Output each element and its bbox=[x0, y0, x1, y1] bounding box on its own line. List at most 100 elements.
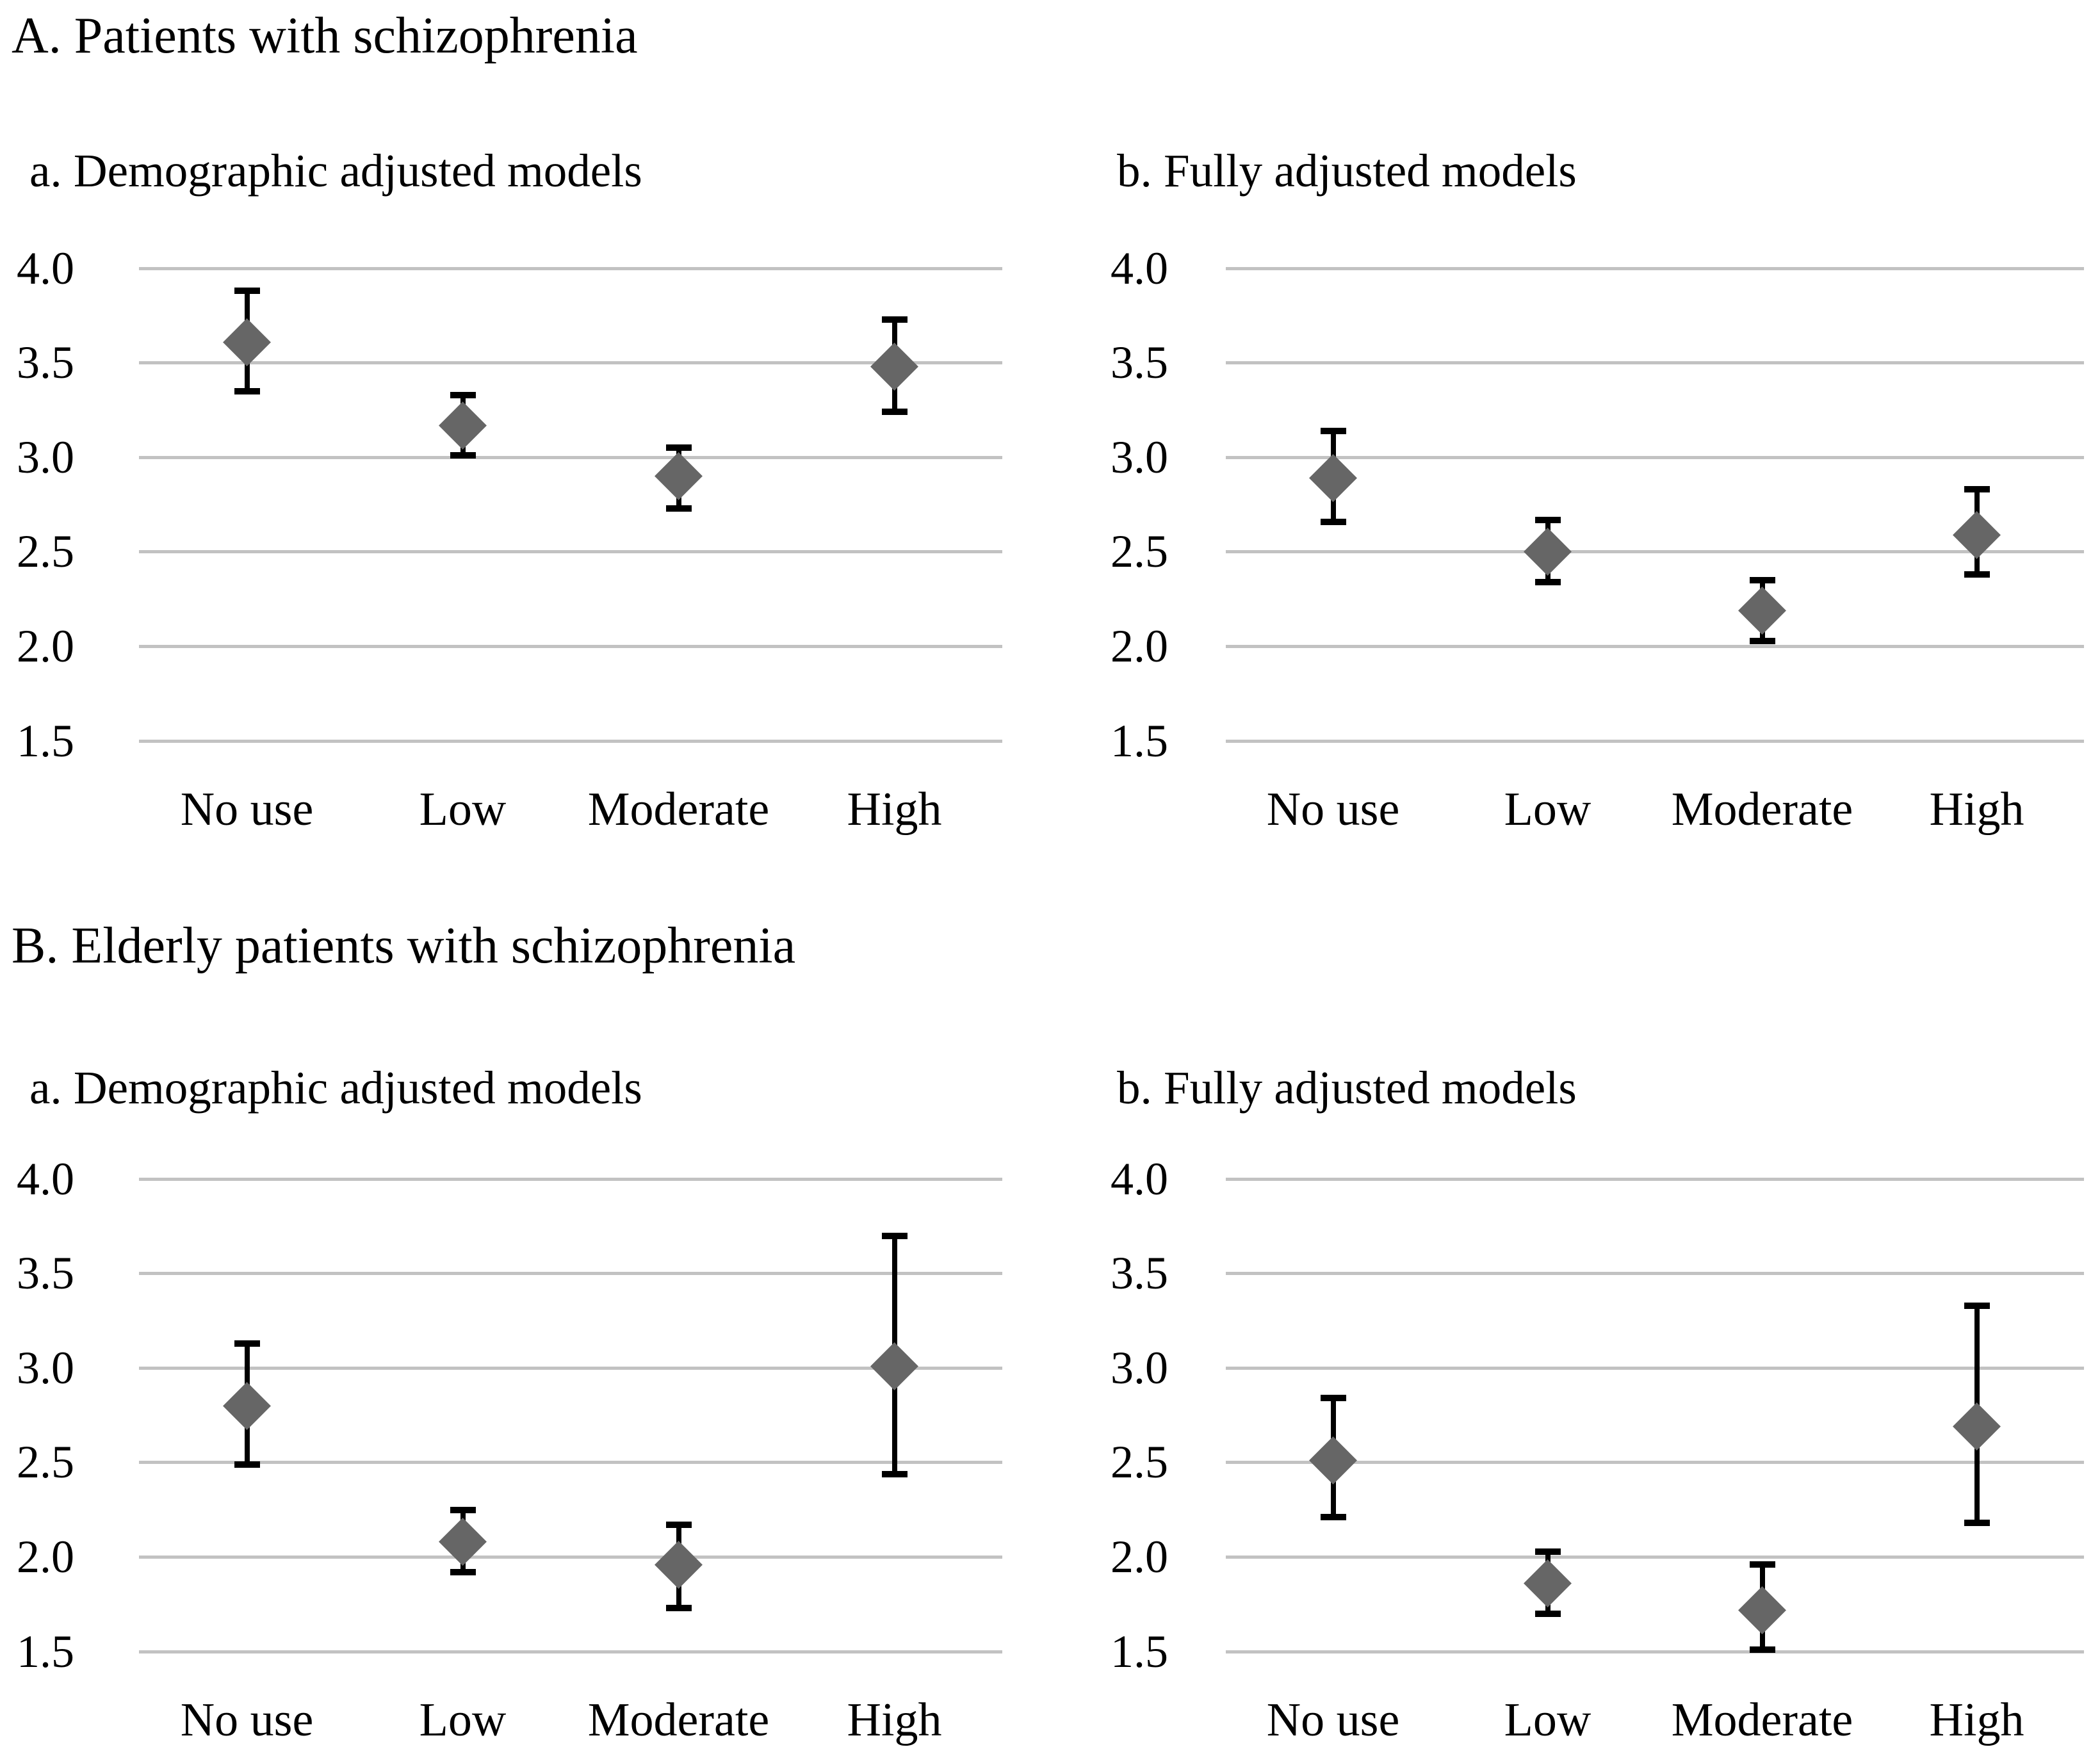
y-tick-label: 2.5 bbox=[17, 526, 74, 578]
y-tick-label: 2.5 bbox=[1111, 1436, 1168, 1488]
y-tick-label: 3.5 bbox=[1111, 1247, 1168, 1299]
panel-ab-title: b. Fully adjusted models bbox=[1117, 145, 1577, 197]
data-point-marker bbox=[1309, 454, 1357, 503]
error-bar-cap-bottom bbox=[450, 452, 476, 459]
y-tick-label: 3.5 bbox=[17, 337, 74, 389]
error-bar-cap-top bbox=[1749, 1561, 1775, 1568]
x-category-label: High bbox=[847, 1693, 942, 1746]
panel-ba-title: a. Demographic adjusted models bbox=[29, 1062, 642, 1114]
error-bar-cap-bottom bbox=[665, 505, 692, 512]
y-tick-label: 4.0 bbox=[1111, 1153, 1168, 1205]
gridline bbox=[1226, 455, 2084, 459]
error-bar-cap-bottom bbox=[1534, 1610, 1561, 1617]
y-tick-label: 2.0 bbox=[17, 1531, 74, 1582]
error-bar-cap-top bbox=[1749, 577, 1775, 584]
gridline bbox=[139, 644, 1002, 648]
gridline bbox=[1226, 550, 2084, 554]
section-a-title: A. Patients with schizophrenia bbox=[12, 8, 638, 64]
y-tick-label: 3.0 bbox=[1111, 1342, 1168, 1393]
data-point-marker bbox=[1309, 1436, 1357, 1485]
error-bar-cap-top bbox=[234, 1340, 260, 1347]
error-bar-cap-top bbox=[1320, 427, 1346, 434]
error-bar-cap-top bbox=[1964, 1302, 1990, 1309]
panel-aa-title: a. Demographic adjusted models bbox=[29, 145, 642, 197]
error-bar-cap-top bbox=[881, 1232, 908, 1239]
data-point-marker bbox=[1738, 586, 1786, 635]
error-bar-cap-top bbox=[450, 391, 476, 398]
y-tick-label: 1.5 bbox=[17, 715, 74, 767]
gridline bbox=[139, 1366, 1002, 1370]
error-bar-cap-top bbox=[1534, 1548, 1561, 1555]
y-tick-label: 1.5 bbox=[1111, 1625, 1168, 1677]
error-bar-cap-top bbox=[665, 1522, 692, 1529]
x-category-label: Low bbox=[1504, 783, 1591, 836]
y-tick-label: 1.5 bbox=[17, 1625, 74, 1677]
error-bar-cap-bottom bbox=[1534, 579, 1561, 586]
gridline bbox=[139, 455, 1002, 459]
gridline bbox=[139, 1650, 1002, 1653]
gridline bbox=[1226, 1555, 2084, 1559]
y-tick-label: 2.5 bbox=[17, 1436, 74, 1488]
gridline bbox=[139, 266, 1002, 270]
error-bar-cap-top bbox=[234, 288, 260, 295]
gridline bbox=[1226, 739, 2084, 743]
y-tick-label: 1.5 bbox=[1111, 715, 1168, 767]
y-tick-label: 3.0 bbox=[1111, 431, 1168, 483]
plot-area-aa: 4.0 3.5 3.0 2.5 2.0 1.5 No use Low Moderate High bbox=[17, 243, 1002, 836]
x-category-label: No use bbox=[1266, 1693, 1400, 1746]
x-category-label: No use bbox=[1266, 783, 1400, 836]
data-point-marker bbox=[655, 452, 703, 501]
y-tick-label: 4.0 bbox=[17, 242, 74, 294]
gridline bbox=[1226, 1272, 2084, 1276]
data-point-marker bbox=[870, 343, 918, 391]
x-category-label: Moderate bbox=[1671, 1693, 1853, 1746]
y-tick-label: 2.5 bbox=[1111, 526, 1168, 578]
gridline bbox=[1226, 1650, 2084, 1653]
plot-area-bb: 4.0 3.5 3.0 2.5 2.0 1.5 No use Low Moderate High bbox=[1111, 1153, 2084, 1746]
data-point-marker bbox=[223, 1381, 271, 1430]
x-category-label: Moderate bbox=[1671, 783, 1853, 836]
error-bar-cap-top bbox=[1534, 516, 1561, 523]
x-category-label: Moderate bbox=[587, 1693, 770, 1746]
x-category-label: High bbox=[847, 783, 942, 836]
error-bar-cap-top bbox=[665, 444, 692, 451]
x-category-label: Low bbox=[419, 783, 507, 836]
y-tick-label: 2.0 bbox=[17, 620, 74, 672]
x-category-label: Low bbox=[419, 1693, 507, 1746]
x-category-label: Low bbox=[1504, 1693, 1591, 1746]
y-tick-label: 4.0 bbox=[17, 1153, 74, 1205]
data-point-marker bbox=[439, 1518, 487, 1566]
gridline bbox=[139, 1177, 1002, 1181]
error-bar-cap-bottom bbox=[1749, 637, 1775, 644]
error-bar-cap-top bbox=[881, 316, 908, 323]
plot-area-ba: 4.0 3.5 3.0 2.5 2.0 1.5 No use Low Moderate High bbox=[17, 1153, 1002, 1746]
panel-bb-title: b. Fully adjusted models bbox=[1117, 1062, 1577, 1114]
y-tick-label: 3.0 bbox=[17, 1342, 74, 1393]
error-bar-cap-bottom bbox=[665, 1605, 692, 1612]
error-bar-cap-bottom bbox=[881, 409, 908, 416]
y-tick-label: 2.0 bbox=[1111, 620, 1168, 672]
gridline bbox=[139, 550, 1002, 554]
error-bar-cap-bottom bbox=[234, 1461, 260, 1468]
error-bar-cap-top bbox=[450, 1506, 476, 1513]
y-tick-label: 3.5 bbox=[17, 1247, 74, 1299]
gridline bbox=[1226, 361, 2084, 365]
error-bar-cap-bottom bbox=[1964, 571, 1990, 578]
y-tick-label: 3.0 bbox=[17, 431, 74, 483]
data-point-marker bbox=[1953, 1402, 2001, 1451]
x-category-label: High bbox=[1929, 783, 2024, 836]
data-point-marker bbox=[1738, 1586, 1786, 1634]
gridline bbox=[1226, 1461, 2084, 1465]
plot-area-ab: 4.0 3.5 3.0 2.5 2.0 1.5 No use Low Moderate High bbox=[1111, 243, 2084, 836]
x-category-label: Moderate bbox=[587, 783, 770, 836]
gridline bbox=[1226, 1177, 2084, 1181]
section-b-title: B. Elderly patients with schizophrenia bbox=[12, 918, 796, 974]
gridline bbox=[139, 361, 1002, 365]
gridline bbox=[139, 1555, 1002, 1559]
error-bar-cap-top bbox=[1964, 486, 1990, 493]
data-point-marker bbox=[1524, 1559, 1572, 1608]
data-point-marker bbox=[439, 401, 487, 450]
error-bar-cap-bottom bbox=[1320, 518, 1346, 525]
error-bar-cap-bottom bbox=[450, 1569, 476, 1576]
